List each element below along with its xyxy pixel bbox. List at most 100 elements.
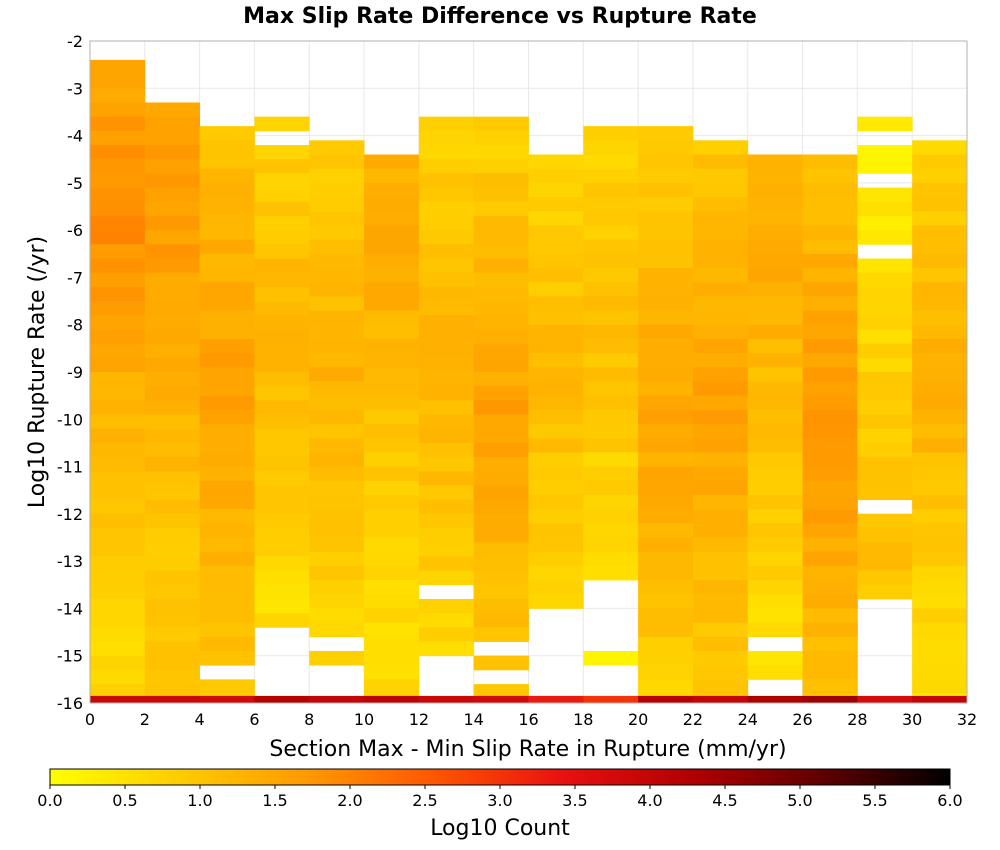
heatmap-cell [802,211,858,226]
heatmap-cell [90,695,146,703]
heatmap-cell [90,272,146,288]
heatmap-cell [638,324,694,340]
heatmap-cell [638,168,694,184]
y-axis-ticks: -2 -3 -4 -5 -6 -7 -8 -9 -10 -11 -12 -13 -14 -15 -16 [57,32,83,713]
heatmap-cell [144,457,201,472]
heatmap-cell [90,74,146,89]
heatmap-cell [802,197,858,212]
heatmap-cell [583,695,639,703]
heatmap-cell [254,372,310,387]
heatmap-cell [254,343,310,359]
heatmap-cell [309,296,365,311]
heatmap-cell [199,381,255,397]
chart-title: Max Slip Rate Difference vs Rupture Rate [243,4,757,29]
heatmap-cell [528,523,584,538]
heatmap-cell [473,244,529,259]
heatmap-cell [90,627,146,642]
heatmap-cell [912,424,968,439]
heatmap-cell [802,267,858,283]
heatmap-cell [802,622,858,638]
heatmap-cell [912,650,968,666]
heatmap-cell [309,154,365,170]
heatmap-cell [418,570,475,586]
x-axis-ticks: 0 2 4 6 8 10 12 14 16 18 20 22 24 26 28 30 32 [85,710,977,729]
heatmap-cell [528,324,584,340]
heatmap-cell [747,551,803,567]
heatmap-cell [692,211,749,226]
heatmap-cell [199,367,255,382]
heatmap-cell [802,452,858,467]
heatmap-cell [254,329,310,345]
heatmap-cell [418,116,475,132]
heatmap-cell [747,282,803,297]
heatmap-cell [364,296,420,311]
heatmap-cell [309,424,365,439]
heatmap-cell [912,509,968,524]
heatmap-cell [857,187,913,203]
heatmap-cell [144,428,201,444]
x-tick-label: 2 [140,710,150,729]
heatmap-cell [802,168,858,184]
heatmap-cell [90,428,146,444]
heatmap-cell [364,695,420,703]
heatmap-cell [90,372,146,387]
heatmap-cell [144,485,201,501]
heatmap-cell [473,584,529,600]
heatmap-cell [857,215,913,231]
heatmap-cell [473,528,529,543]
heatmap-cell [528,168,584,184]
heatmap-cell [638,452,694,467]
heatmap-cell [418,528,475,543]
heatmap-cell [583,168,639,184]
heatmap-cell [638,353,694,368]
heatmap-cell [254,695,310,703]
y-tick-label: -2 [67,32,83,51]
heatmap-cell [418,485,475,501]
heatmap-cell [254,485,310,501]
heatmap-cell [528,565,584,581]
heatmap-cell [638,480,694,496]
heatmap-cell [638,665,694,680]
heatmap-cell [912,154,968,170]
heatmap-cell [254,428,310,444]
heatmap-cell [473,485,529,501]
heatmap-cell [418,315,475,330]
heatmap-cell [144,130,201,146]
heatmap-cell [90,613,146,628]
heatmap-cell [473,556,529,571]
heatmap-cell [857,457,913,472]
heatmap-cell [90,130,146,146]
heatmap-cell [473,613,529,628]
heatmap-cell [802,154,858,170]
heatmap-cell [583,381,639,397]
heatmap-cell [309,353,365,368]
heatmap-cell [418,173,475,188]
heatmap-cell [528,225,584,240]
heatmap-cell [418,343,475,359]
heatmap-cell [802,594,858,609]
heatmap-cell [90,343,146,359]
heatmap-cell [418,230,475,245]
heatmap-cell [309,324,365,340]
heatmap-cell [364,594,420,609]
heatmap-cell [857,400,913,415]
heatmap-cell [857,386,913,401]
heatmap-cell [473,695,529,703]
heatmap-cell [418,414,475,430]
heatmap-cell [583,523,639,538]
heatmap-cell [692,594,749,609]
heatmap-cell [309,551,365,567]
heatmap-cell [857,258,913,274]
heatmap-cell [912,140,968,155]
heatmap-cell [199,480,255,496]
heatmap-cell [583,466,639,482]
heatmap-cell [802,608,858,624]
heatmap-cell [528,695,584,703]
heatmap-cell [692,466,749,482]
heatmap-cell [90,159,146,174]
heatmap-cell [364,466,420,482]
heatmap-cell [199,409,255,425]
heatmap-cell [473,428,529,444]
y-tick-label: -13 [57,552,83,571]
heatmap-cell [90,499,146,515]
